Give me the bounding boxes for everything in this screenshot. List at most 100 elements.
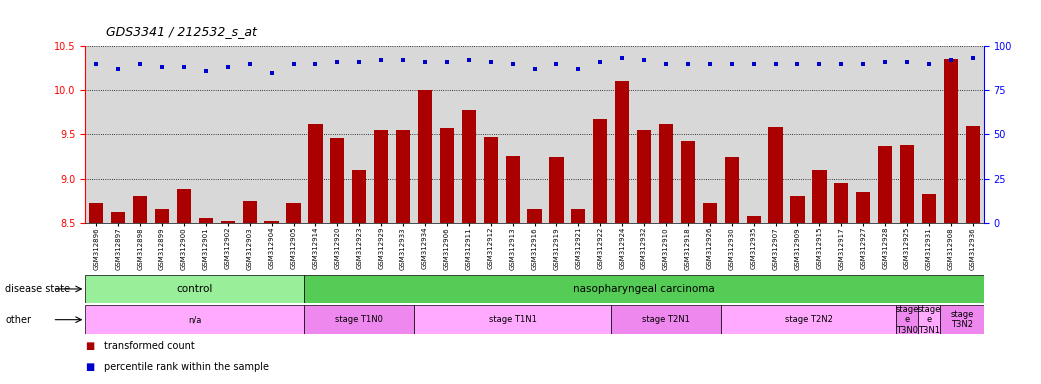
Point <box>855 61 871 67</box>
Text: stage
T3N2: stage T3N2 <box>950 310 973 329</box>
Point <box>154 64 171 70</box>
Bar <box>90 203 103 384</box>
Point <box>549 61 565 67</box>
Bar <box>572 210 585 384</box>
Text: transformed count: transformed count <box>104 341 195 351</box>
Text: stage T1N1: stage T1N1 <box>488 315 536 324</box>
Text: stage T2N2: stage T2N2 <box>785 315 833 324</box>
Point <box>416 59 433 65</box>
Bar <box>221 221 235 384</box>
Bar <box>878 146 892 384</box>
Bar <box>439 128 454 384</box>
Point <box>636 57 653 63</box>
Bar <box>506 157 519 384</box>
Bar <box>593 119 607 384</box>
Point <box>176 64 193 70</box>
Point <box>220 64 236 70</box>
Text: stage
e
T3N0: stage e T3N0 <box>895 305 919 334</box>
Point <box>482 59 499 65</box>
Text: n/a: n/a <box>188 315 202 324</box>
Bar <box>703 203 717 384</box>
Bar <box>85 305 304 334</box>
Text: percentile rank within the sample: percentile rank within the sample <box>104 362 270 372</box>
Text: ■: ■ <box>85 341 95 351</box>
Point <box>570 66 587 72</box>
Bar <box>856 192 870 384</box>
Bar <box>264 221 279 384</box>
Bar <box>637 130 652 384</box>
Bar <box>199 218 213 384</box>
Bar <box>550 157 563 384</box>
Bar <box>940 305 984 334</box>
Bar <box>308 124 323 384</box>
Point <box>88 61 105 67</box>
Bar <box>484 137 498 384</box>
Point <box>373 57 389 63</box>
Bar <box>177 189 192 384</box>
Point <box>351 59 367 65</box>
Bar <box>414 305 611 334</box>
Point <box>811 61 828 67</box>
Bar <box>85 275 304 303</box>
Bar <box>243 200 257 384</box>
Text: other: other <box>5 314 31 325</box>
Point <box>942 57 959 63</box>
Point <box>242 61 258 67</box>
Point <box>460 57 477 63</box>
Point <box>658 61 675 67</box>
Bar <box>768 127 783 384</box>
Text: GDS3341 / 212532_s_at: GDS3341 / 212532_s_at <box>106 25 257 38</box>
Text: stage
e
T3N1: stage e T3N1 <box>917 305 941 334</box>
Point <box>504 61 520 67</box>
Bar <box>922 194 936 384</box>
Point <box>285 61 302 67</box>
Point <box>329 59 346 65</box>
Bar <box>615 81 630 384</box>
Bar <box>812 170 827 384</box>
Point <box>680 61 696 67</box>
Bar <box>611 305 720 334</box>
Text: disease state: disease state <box>5 284 71 294</box>
Bar <box>528 210 541 384</box>
Point <box>745 61 762 67</box>
Point <box>132 61 149 67</box>
Text: stage T2N1: stage T2N1 <box>642 315 690 324</box>
Point <box>723 61 740 67</box>
Point <box>526 66 543 72</box>
Bar <box>304 305 414 334</box>
Bar <box>720 305 896 334</box>
Point <box>898 59 915 65</box>
Bar <box>896 305 918 334</box>
Bar <box>352 170 366 384</box>
Bar <box>834 183 848 384</box>
Point <box>920 61 937 67</box>
Bar <box>725 157 739 384</box>
Bar <box>374 130 388 384</box>
Bar <box>966 126 980 384</box>
Bar <box>111 212 125 384</box>
Text: stage T1N0: stage T1N0 <box>335 315 383 324</box>
Bar <box>790 196 805 384</box>
Bar <box>462 110 476 384</box>
Point <box>767 61 784 67</box>
Bar <box>155 210 170 384</box>
Point <box>964 55 981 61</box>
Bar <box>918 305 940 334</box>
Bar <box>330 138 345 384</box>
Point <box>877 59 893 65</box>
Point <box>438 59 455 65</box>
Point <box>614 55 631 61</box>
Point <box>702 61 718 67</box>
Point <box>198 68 214 74</box>
Bar <box>681 141 695 384</box>
Text: control: control <box>177 284 213 294</box>
Point <box>110 66 127 72</box>
Bar <box>417 90 432 384</box>
Bar <box>133 196 147 384</box>
Bar <box>899 145 914 384</box>
Text: ■: ■ <box>85 362 95 372</box>
Bar <box>304 275 984 303</box>
Point <box>395 57 411 63</box>
Point <box>592 59 609 65</box>
Bar <box>396 130 410 384</box>
